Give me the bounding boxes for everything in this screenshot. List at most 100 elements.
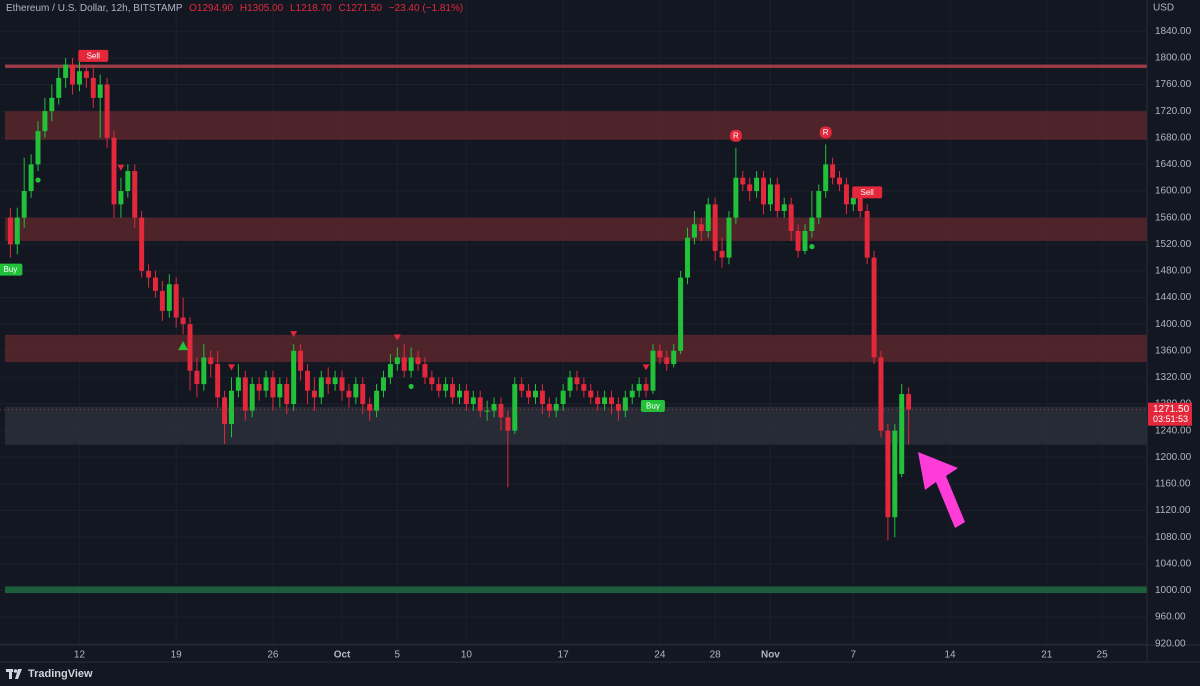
signal-dot [809,244,815,250]
y-tick-label: 1720.00 [1155,106,1192,117]
candle-body [256,384,262,391]
candle-body [754,177,760,192]
zone [5,586,1147,594]
candle-body [802,230,808,251]
candle-body [885,430,891,518]
ohlc-low: L1218.70 [290,3,332,14]
axes: 920.00 960.00 1000.00 1040.00 1080.00 1120.00… [0,26,1192,661]
candle-body [367,404,373,411]
y-tick-label: 1160.00 [1155,479,1191,490]
signal-triangle [642,364,650,371]
candle-body [325,377,331,385]
candle-body [83,71,89,78]
candle-body [788,204,794,231]
candle-body [111,137,117,205]
ohlc-close: C1271.50 [338,3,382,14]
ohlc-open: O1294.90 [189,3,234,14]
candle-body [436,384,442,391]
candle-body [422,364,428,378]
candle-body [685,237,690,278]
countdown-label: 03:51:53 [1153,414,1188,424]
candle-body [339,377,345,391]
candle-body [304,370,310,391]
candle-body [291,350,297,405]
x-tick-label: 26 [267,650,279,661]
candle-body [28,164,34,192]
candle-body [63,64,69,78]
zones [5,64,1147,594]
candle-body [712,204,718,251]
candle-body [878,357,884,431]
signal-label-box [0,263,23,276]
y-tick-label: 1320.00 [1155,372,1192,383]
candle-body [125,171,131,192]
candle-body [387,364,393,378]
candle-body [76,71,82,85]
candle-body [761,177,767,205]
brand[interactable]: TradingView [6,668,93,680]
legend: Ethereum / U.S. Dollar, 12h, BITSTAMP O1… [6,3,463,14]
candle-body [567,377,573,391]
candle-body [719,250,725,258]
candle-body [498,404,504,418]
candle-body [146,270,152,278]
candle-body [505,417,511,431]
candle-body [539,390,545,405]
candle-body [249,384,255,411]
signal-triangle [393,334,401,341]
candle-body [21,191,27,218]
candle-body [830,164,836,178]
candle-body [118,191,124,205]
candle-body [512,384,518,431]
y-tick-label: 1640.00 [1155,159,1192,170]
y-tick-label: 1120.00 [1155,505,1191,516]
signal-label: Buy [646,402,660,411]
signal-triangle [290,331,298,338]
zone [5,111,1147,140]
candle-body [457,390,462,398]
candle-body [104,84,110,138]
currency-label: USD [1153,3,1174,14]
x-tick-label: 5 [395,650,401,661]
candle-body [533,390,538,398]
candle-body [187,324,193,371]
candle-body [726,217,732,258]
y-tick-label: 1000.00 [1155,585,1192,596]
candle-body [7,217,13,245]
candle-body [823,164,829,192]
signal-label-box [852,186,883,199]
annotation-arrow [918,452,965,528]
candle-body [49,97,55,112]
candle-body [298,350,304,371]
candle-body [346,390,352,398]
candle-body [899,394,905,474]
candle-body [546,404,552,411]
candle-body [56,77,62,98]
candle-body [588,390,594,398]
symbol-title: Ethereum / U.S. Dollar, 12h, BITSTAMP [6,3,183,14]
candle-body [263,377,269,391]
y-tick-label: 1040.00 [1155,558,1192,569]
y-tick-label: 1360.00 [1155,345,1192,356]
candle-body [574,377,580,385]
x-tick-label: 14 [945,650,957,661]
candle-body [643,384,649,391]
candle-body [380,377,386,391]
candle-body [484,410,490,412]
candle-body [864,211,870,258]
candle-body [374,390,380,411]
x-tick-label: 12 [74,650,86,661]
candle-body [222,397,228,425]
signal-triangle [117,164,125,171]
signal-label: Sell [860,188,874,197]
zone [5,64,1147,68]
candle-body [843,184,849,205]
signal-label-box [640,400,665,413]
signal-label: R [733,131,739,140]
candle-body [194,370,200,385]
candle-body [698,224,704,231]
candle-body [602,397,608,405]
signal-label-box [78,49,109,62]
candle-body [781,204,787,212]
